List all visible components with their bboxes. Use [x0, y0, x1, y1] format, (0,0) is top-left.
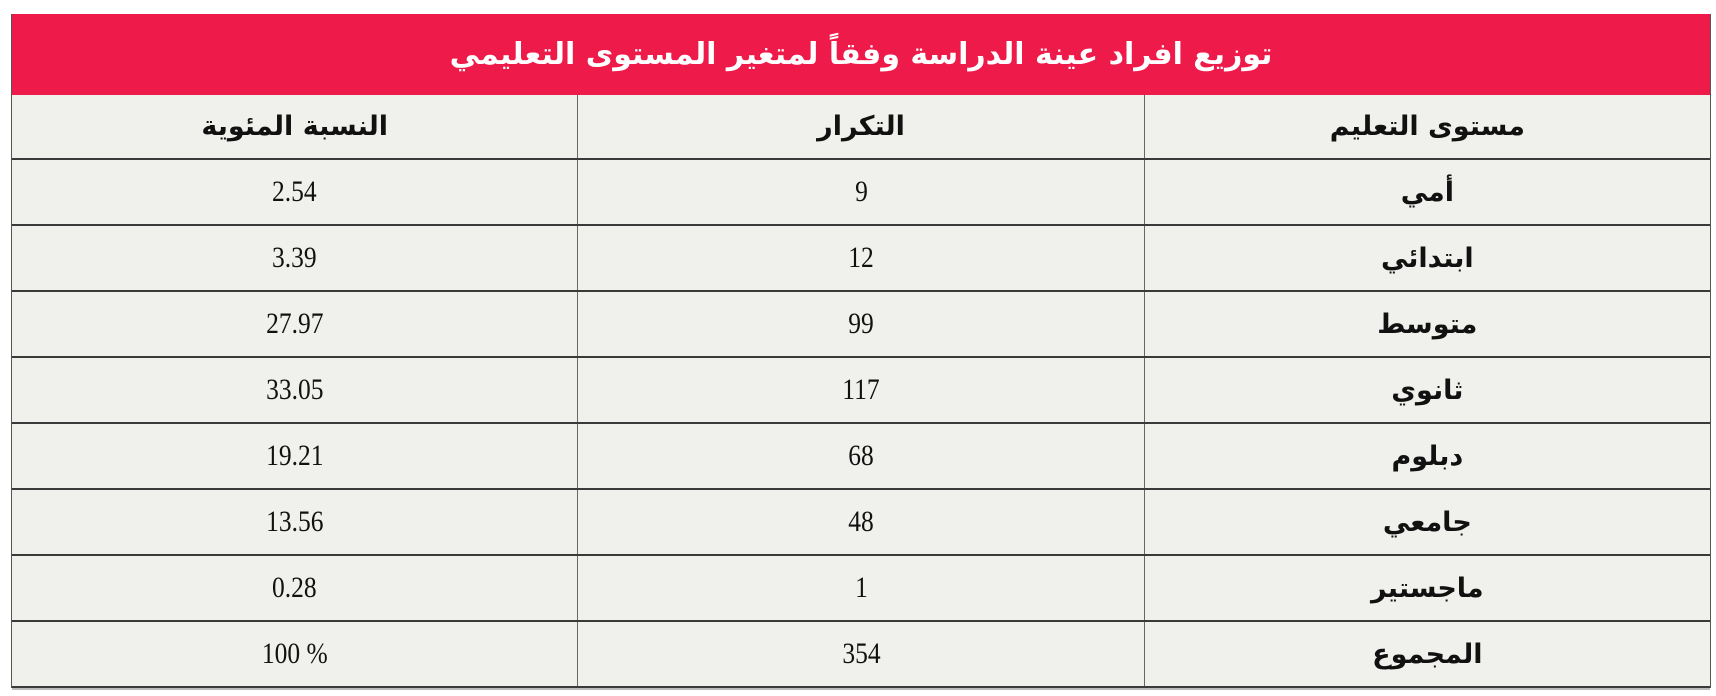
frequency-cell-text: 117	[842, 373, 880, 406]
percent-cell: % 100	[12, 622, 577, 686]
percent-cell: 13.56	[12, 490, 577, 554]
level-cell: ثانوي	[1143, 358, 1710, 422]
frequency-cell-text: 48	[848, 505, 874, 538]
level-cell-text: ثانوي	[1391, 374, 1464, 406]
table-row: ابتدائي 12 3.39	[12, 226, 1710, 292]
frequency-cell-text: 1	[854, 571, 868, 604]
percent-cell-text: % 100	[261, 637, 328, 670]
table-row: ثانوي 117 33.05	[12, 358, 1710, 424]
level-cell: جامعي	[1143, 490, 1710, 554]
column-header-percent: النسبة المئوية	[201, 111, 388, 142]
percent-cell-text: 33.05	[266, 373, 324, 406]
percent-cell-text: 19.21	[266, 439, 324, 472]
frequency-cell: 99	[577, 292, 1143, 356]
percent-cell: 2.54	[12, 160, 577, 224]
level-cell-text: أمي	[1400, 176, 1454, 208]
level-cell-text: ابتدائي	[1380, 242, 1474, 274]
table-row: أمي 9 2.54	[12, 160, 1710, 226]
frequency-cell-text: 9	[854, 175, 868, 208]
table-row: ماجستير 1 0.28	[12, 556, 1710, 622]
percent-cell-text: 3.39	[272, 241, 317, 274]
percent-cell: 33.05	[12, 358, 577, 422]
level-cell-text: المجموع	[1372, 638, 1483, 670]
table-title: توزيع افراد عينة الدراسة وفقاً لمتغير ال…	[12, 14, 1710, 95]
percent-cell: 19.21	[12, 424, 577, 488]
header-row: مستوى التعليم التكرار النسبة المئوية	[12, 95, 1710, 160]
frequency-cell-text: 354	[841, 637, 881, 670]
column-header-frequency: التكرار	[577, 95, 1143, 158]
level-cell-text: ماجستير	[1371, 572, 1484, 604]
total-row: المجموع 354 % 100	[12, 622, 1710, 688]
level-cell-text: متوسط	[1377, 308, 1478, 340]
frequency-cell: 9	[577, 160, 1143, 224]
frequency-cell-text: 12	[848, 241, 874, 274]
frequency-cell: 117	[577, 358, 1143, 422]
level-cell: أمي	[1143, 160, 1710, 224]
frequency-cell-text: 99	[848, 307, 874, 340]
table-row: دبلوم 68 19.21	[12, 424, 1710, 490]
level-cell: ابتدائي	[1143, 226, 1710, 290]
frequency-cell: 354	[577, 622, 1143, 686]
level-cell-text: دبلوم	[1391, 440, 1464, 472]
level-cell: دبلوم	[1143, 424, 1710, 488]
level-cell: متوسط	[1143, 292, 1710, 356]
level-cell: المجموع	[1143, 622, 1710, 686]
percent-cell: 0.28	[12, 556, 577, 620]
percent-cell-text: 0.28	[272, 571, 317, 604]
percent-cell: 27.97	[12, 292, 577, 356]
percent-cell-text: 2.54	[272, 175, 317, 208]
level-cell-text: جامعي	[1382, 506, 1472, 538]
frequency-cell: 12	[577, 226, 1143, 290]
column-header-level: مستوى التعليم	[1143, 95, 1710, 158]
frequency-cell: 48	[577, 490, 1143, 554]
level-cell: ماجستير	[1143, 556, 1710, 620]
percent-cell-text: 13.56	[266, 505, 324, 538]
frequency-cell: 68	[577, 424, 1143, 488]
table-row: متوسط 99 27.97	[12, 292, 1710, 358]
frequency-cell-text: 68	[848, 439, 874, 472]
frequency-cell: 1	[577, 556, 1143, 620]
percent-cell: 3.39	[12, 226, 577, 290]
table-row: جامعي 48 13.56	[12, 490, 1710, 556]
percent-cell-text: 27.97	[266, 307, 324, 340]
education-distribution-table: توزيع افراد عينة الدراسة وفقاً لمتغير ال…	[11, 14, 1711, 688]
table-body: أمي 9 2.54 ابتدائي 12 3.39 متوسط 99 27.97 ثانوي 11…	[12, 160, 1710, 688]
